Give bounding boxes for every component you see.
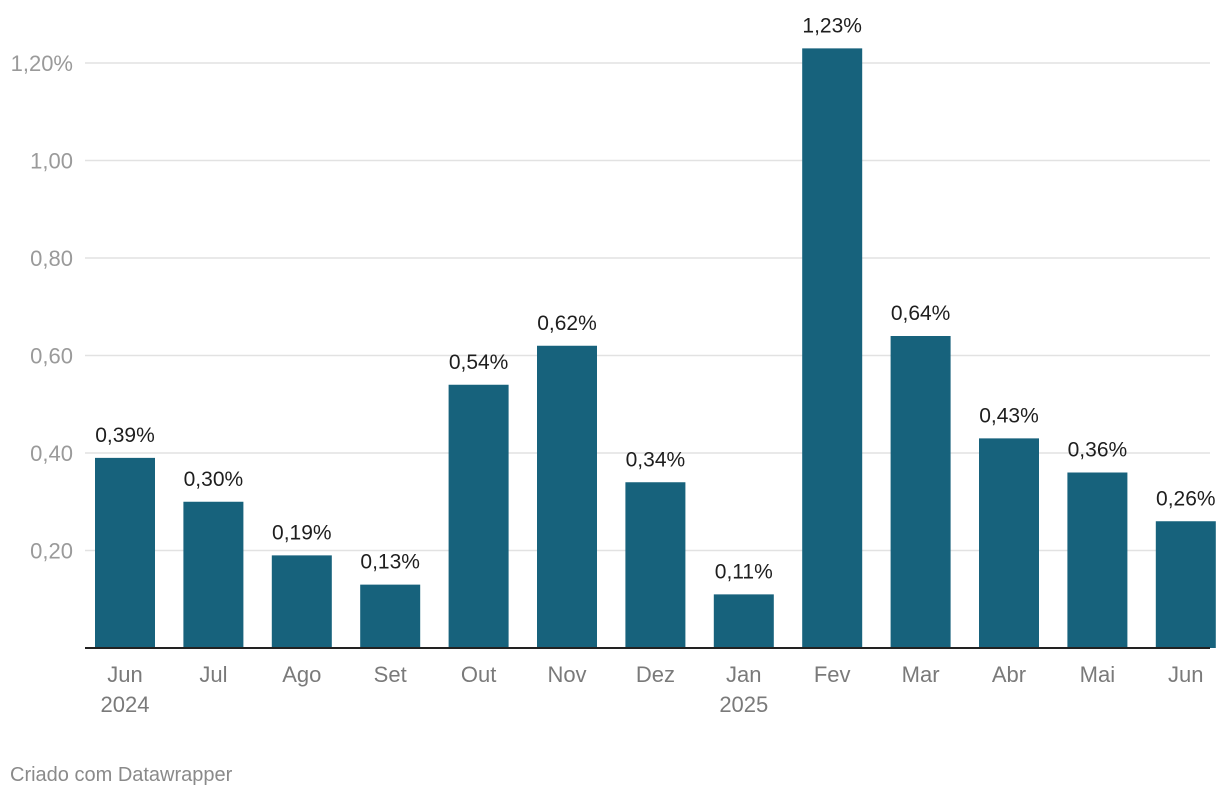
bar: [448, 384, 509, 648]
bar-value-label: 0,11%: [715, 560, 773, 583]
x-category-label: Nov: [547, 662, 586, 687]
bars: [95, 48, 1216, 648]
y-tick-label: 0,80: [30, 246, 73, 271]
bar-value-label: 1,23%: [802, 14, 862, 37]
bar: [890, 336, 951, 648]
bar-value-label: 0,62%: [537, 312, 597, 335]
bar-value-label: 0,19%: [272, 521, 332, 544]
bar: [1155, 521, 1216, 648]
bar: [95, 457, 155, 648]
x-category-label: Mai: [1080, 662, 1115, 687]
bar: [271, 555, 332, 648]
bar-value-label: 0,64%: [891, 302, 951, 325]
x-category-label: Jun: [107, 662, 142, 687]
bar: [625, 482, 686, 648]
x-year-label: 2025: [719, 692, 768, 717]
bar: [713, 594, 774, 648]
bar-value-label: 0,26%: [1156, 487, 1216, 510]
x-category-label: Ago: [282, 662, 321, 687]
bar: [537, 345, 597, 648]
value-labels: 0,39% 0,30% 0,19% 0,13% 0,54% 0,62% 0,34% 0,11%…: [95, 14, 1215, 583]
bar-value-label: 0,36%: [1068, 439, 1128, 462]
x-category-label: Jul: [199, 662, 227, 687]
y-tick-label: 0,60: [30, 344, 73, 369]
bar: [802, 48, 863, 648]
datawrapper-credit: Criado com Datawrapper: [10, 764, 233, 786]
bar-value-label: 0,43%: [979, 404, 1039, 427]
y-axis-tick-labels: 0,20 0,40 0,60 0,80 1,00 1,20%: [11, 51, 73, 564]
bar-value-label: 0,13%: [360, 551, 420, 574]
x-category-label: Dez: [636, 662, 675, 687]
bar-value-label: 0,39%: [95, 424, 155, 447]
y-tick-label: 1,00: [30, 149, 73, 174]
bar-value-label: 0,54%: [449, 351, 509, 374]
bar: [360, 584, 421, 648]
bar-value-label: 0,34%: [626, 448, 686, 471]
y-tick-label: 0,40: [30, 441, 73, 466]
y-tick-label: 0,20: [30, 539, 73, 564]
x-category-label: Mar: [902, 662, 940, 687]
x-category-label: Abr: [992, 662, 1026, 687]
y-tick-label: 1,20%: [11, 51, 73, 76]
x-category-label: Fev: [814, 662, 851, 687]
bar: [1067, 472, 1128, 648]
bar: [979, 438, 1039, 648]
bar: [183, 501, 244, 648]
x-year-label: 2024: [101, 692, 150, 717]
x-category-label: Jun: [1168, 662, 1203, 687]
x-category-label: Jan: [726, 662, 761, 687]
x-category-label: Out: [461, 662, 496, 687]
gridlines: [85, 62, 1210, 552]
x-axis-category-labels: Jun 2024 Jul Ago Set Out Nov Dez Jan 2025 Fev Mar Ab…: [101, 662, 1204, 717]
bar-value-label: 0,30%: [184, 468, 244, 491]
x-category-label: Set: [374, 662, 407, 687]
